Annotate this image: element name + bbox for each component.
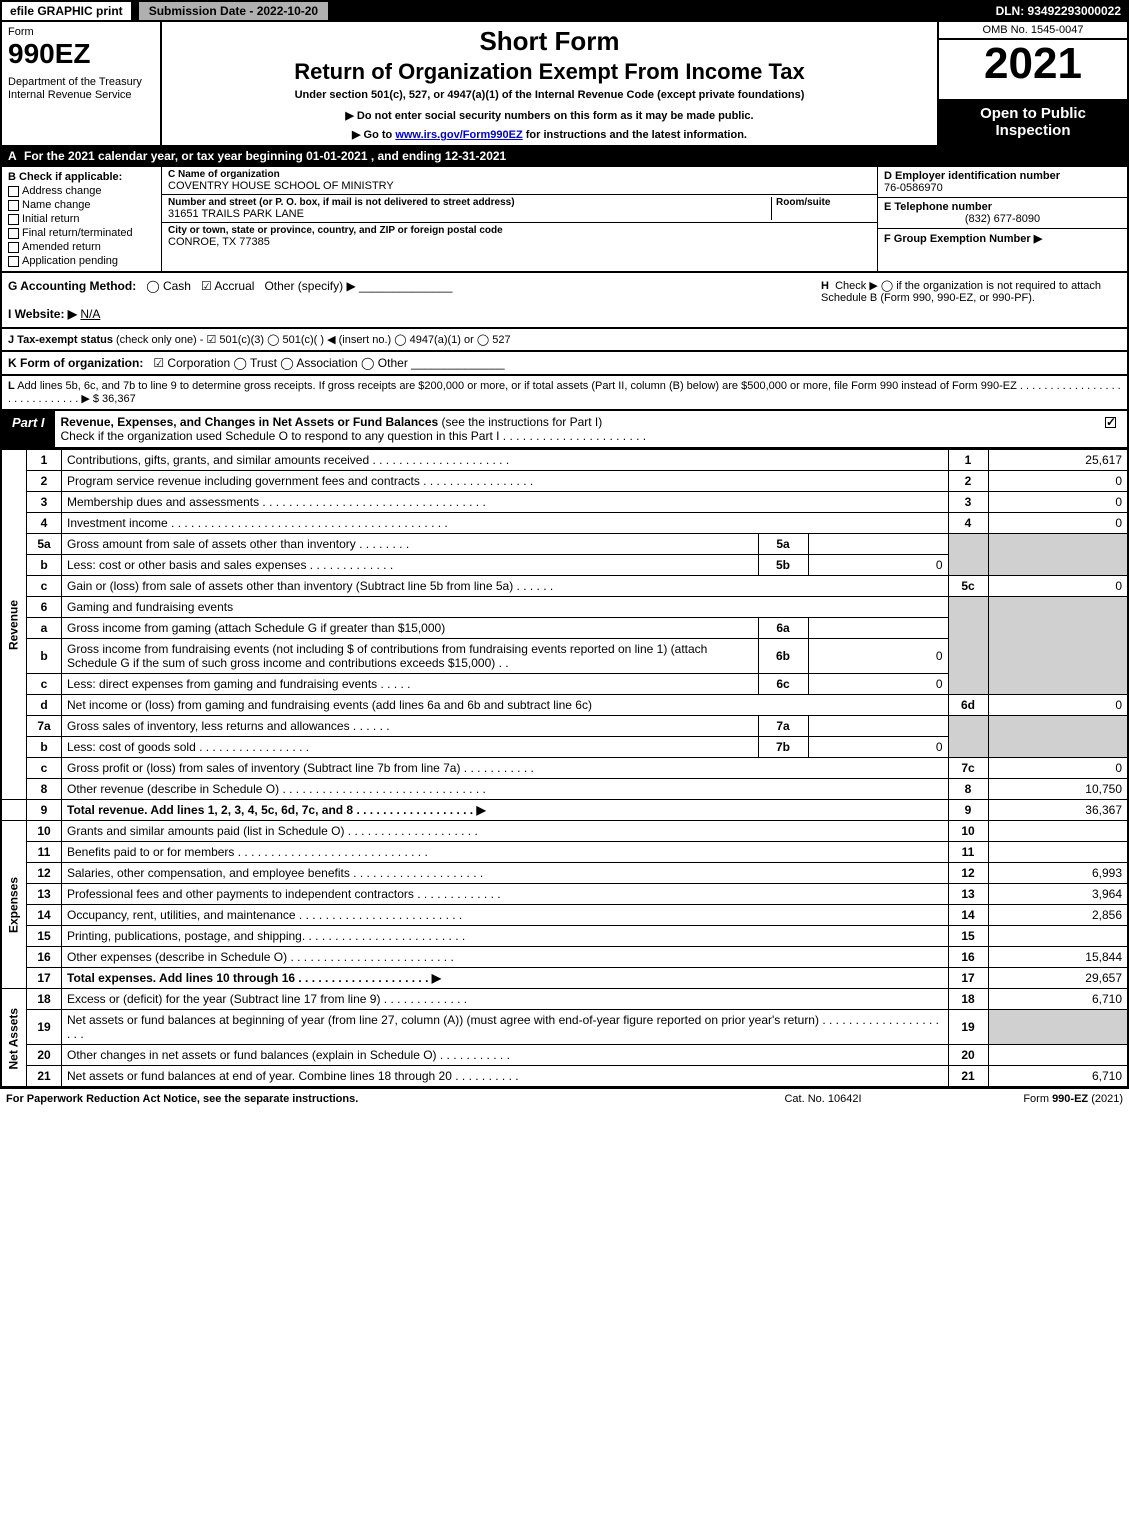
line-2: 2Program service revenue including gover… bbox=[1, 471, 1128, 492]
part1-tag: Part I bbox=[2, 411, 55, 447]
line-7a: 7aGross sales of inventory, less returns… bbox=[1, 716, 1128, 737]
chk-final-return[interactable]: Final return/terminated bbox=[8, 227, 155, 239]
org-name-row: C Name of organization COVENTRY HOUSE SC… bbox=[162, 167, 877, 195]
line-16: 16Other expenses (describe in Schedule O… bbox=[1, 947, 1128, 968]
b-header: B Check if applicable: bbox=[8, 171, 155, 183]
form-number: 990EZ bbox=[8, 38, 154, 70]
part1-checkbox[interactable] bbox=[1097, 411, 1127, 447]
section-bcdef: B Check if applicable: Address change Na… bbox=[0, 167, 1129, 273]
chk-address-change[interactable]: Address change bbox=[8, 185, 155, 197]
website-value: N/A bbox=[80, 307, 100, 321]
line-10: Expenses 10Grants and similar amounts pa… bbox=[1, 821, 1128, 842]
revenue-vlabel: Revenue bbox=[1, 450, 27, 800]
line-4: 4Investment income . . . . . . . . . . .… bbox=[1, 513, 1128, 534]
line-5c: cGain or (loss) from sale of assets othe… bbox=[1, 576, 1128, 597]
line-18: Net Assets 18Excess or (deficit) for the… bbox=[1, 989, 1128, 1010]
line-5a: 5aGross amount from sale of assets other… bbox=[1, 534, 1128, 555]
footer-paperwork: For Paperwork Reduction Act Notice, see … bbox=[6, 1093, 723, 1105]
header-mid: Short Form Return of Organization Exempt… bbox=[162, 22, 937, 145]
chk-name-change[interactable]: Name change bbox=[8, 199, 155, 211]
part1-header: Part I Revenue, Expenses, and Changes in… bbox=[0, 411, 1129, 449]
row-l: L Add lines 5b, 6c, and 7b to line 9 to … bbox=[0, 376, 1129, 411]
part1-title: Revenue, Expenses, and Changes in Net As… bbox=[55, 411, 1097, 447]
line-1: Revenue 1Contributions, gifts, grants, a… bbox=[1, 450, 1128, 471]
city-row: City or town, state or province, country… bbox=[162, 223, 877, 250]
section-def: D Employer identification number 76-0586… bbox=[877, 167, 1127, 271]
irs-link[interactable]: www.irs.gov/Form990EZ bbox=[395, 129, 522, 141]
row-h: H Check ▶ ◯ if the organization is not r… bbox=[821, 279, 1121, 321]
goto-line: ▶ Go to www.irs.gov/Form990EZ for instru… bbox=[168, 128, 931, 141]
line-12: 12Salaries, other compensation, and empl… bbox=[1, 863, 1128, 884]
city: CONROE, TX 77385 bbox=[168, 236, 871, 248]
line-8: 8Other revenue (describe in Schedule O) … bbox=[1, 779, 1128, 800]
chk-initial-return[interactable]: Initial return bbox=[8, 213, 155, 225]
line-20: 20Other changes in net assets or fund ba… bbox=[1, 1045, 1128, 1066]
omb-number: OMB No. 1545-0047 bbox=[939, 22, 1127, 40]
room-label: Room/suite bbox=[776, 197, 871, 208]
submission-date: Submission Date - 2022-10-20 bbox=[137, 0, 330, 22]
ssn-warning: ▶ Do not enter social security numbers o… bbox=[168, 109, 931, 122]
chk-amended-return[interactable]: Amended return bbox=[8, 241, 155, 253]
org-name: COVENTRY HOUSE SCHOOL OF MINISTRY bbox=[168, 180, 871, 192]
phone: (832) 677-8090 bbox=[884, 213, 1121, 225]
footer-formref: Form 990-EZ (2021) bbox=[923, 1093, 1123, 1105]
row-i: I Website: ▶ N/A bbox=[8, 307, 821, 321]
row-j: J Tax-exempt status (check only one) - ☑… bbox=[0, 329, 1129, 352]
line-15: 15Printing, publications, postage, and s… bbox=[1, 926, 1128, 947]
return-title: Return of Organization Exempt From Incom… bbox=[168, 59, 931, 85]
section-c: C Name of organization COVENTRY HOUSE SC… bbox=[162, 167, 877, 271]
under-section: Under section 501(c), 527, or 4947(a)(1)… bbox=[168, 89, 931, 101]
section-b: B Check if applicable: Address change Na… bbox=[2, 167, 162, 271]
row-a: A For the 2021 calendar year, or tax yea… bbox=[0, 147, 1129, 167]
street: 31651 TRAILS PARK LANE bbox=[168, 208, 771, 220]
dln: DLN: 93492293000022 bbox=[988, 2, 1129, 20]
ein-block: D Employer identification number 76-0586… bbox=[878, 167, 1127, 198]
page-footer: For Paperwork Reduction Act Notice, see … bbox=[0, 1088, 1129, 1109]
row-g: G Accounting Method: ◯ Cash ☑ Accrual Ot… bbox=[8, 279, 821, 293]
line-19: 19Net assets or fund balances at beginni… bbox=[1, 1010, 1128, 1045]
line-21: 21Net assets or fund balances at end of … bbox=[1, 1066, 1128, 1088]
group-exemption-block: F Group Exemption Number ▶ bbox=[878, 229, 1127, 248]
line-6: 6Gaming and fundraising events bbox=[1, 597, 1128, 618]
tax-year: 2021 bbox=[939, 40, 1127, 99]
header-left: Form 990EZ Department of the Treasury In… bbox=[2, 22, 162, 145]
section-ghi: G Accounting Method: ◯ Cash ☑ Accrual Ot… bbox=[0, 273, 1129, 329]
ein: 76-0586970 bbox=[884, 182, 1121, 194]
line-9: 9Total revenue. Add lines 1, 2, 3, 4, 5c… bbox=[1, 800, 1128, 821]
form-label: Form bbox=[8, 26, 154, 38]
street-row: Number and street (or P. O. box, if mail… bbox=[162, 195, 877, 223]
line-7c: cGross profit or (loss) from sales of in… bbox=[1, 758, 1128, 779]
form-header: Form 990EZ Department of the Treasury In… bbox=[0, 22, 1129, 147]
header-right: OMB No. 1545-0047 2021 Open to Public In… bbox=[937, 22, 1127, 145]
row-k: K Form of organization: ☑ Corporation ◯ … bbox=[0, 352, 1129, 376]
efile-print[interactable]: efile GRAPHIC print bbox=[0, 0, 133, 22]
line-17: 17Total expenses. Add lines 10 through 1… bbox=[1, 968, 1128, 989]
line-6d: dNet income or (loss) from gaming and fu… bbox=[1, 695, 1128, 716]
expenses-vlabel: Expenses bbox=[1, 821, 27, 989]
chk-application-pending[interactable]: Application pending bbox=[8, 255, 155, 267]
line-11: 11Benefits paid to or for members . . . … bbox=[1, 842, 1128, 863]
short-form-title: Short Form bbox=[168, 26, 931, 57]
line-13: 13Professional fees and other payments t… bbox=[1, 884, 1128, 905]
department: Department of the Treasury Internal Reve… bbox=[8, 76, 154, 102]
line-14: 14Occupancy, rent, utilities, and mainte… bbox=[1, 905, 1128, 926]
netassets-vlabel: Net Assets bbox=[1, 989, 27, 1088]
part1-table: Revenue 1Contributions, gifts, grants, a… bbox=[0, 449, 1129, 1088]
open-public: Open to Public Inspection bbox=[939, 99, 1127, 145]
phone-block: E Telephone number (832) 677-8090 bbox=[878, 198, 1127, 229]
line-3: 3Membership dues and assessments . . . .… bbox=[1, 492, 1128, 513]
topbar: efile GRAPHIC print Submission Date - 20… bbox=[0, 0, 1129, 22]
footer-catno: Cat. No. 10642I bbox=[723, 1093, 923, 1105]
